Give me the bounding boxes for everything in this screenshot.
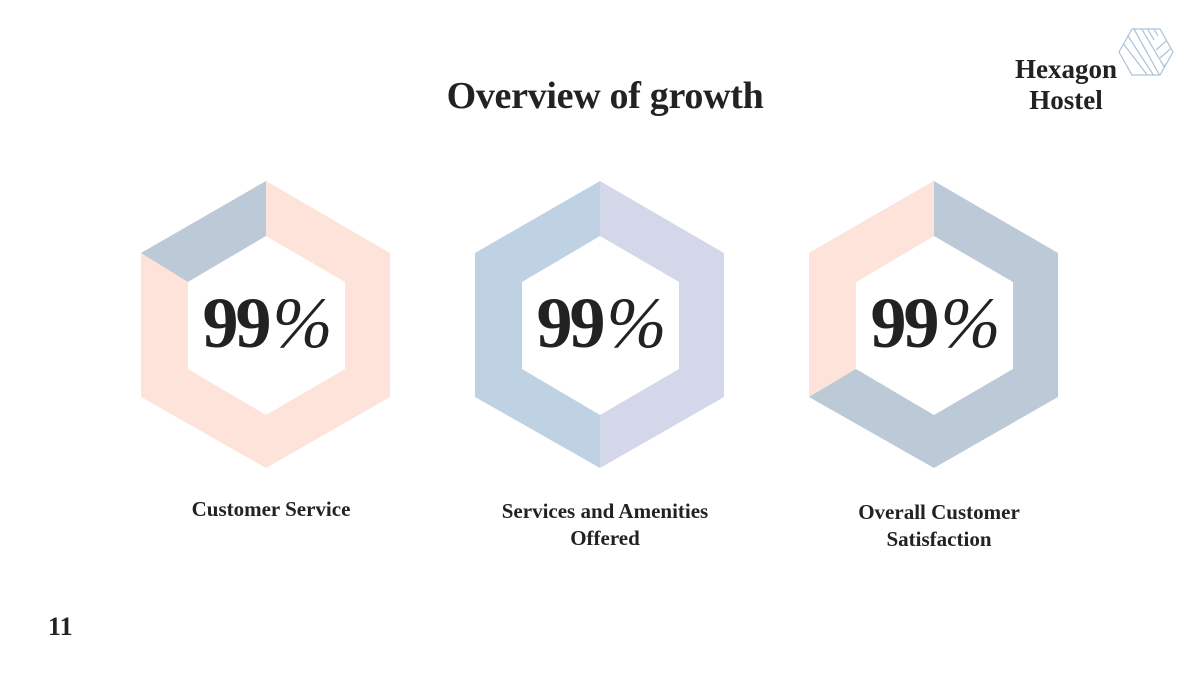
hexagon-services-amenities xyxy=(475,181,724,468)
metric-label-overall-satisfaction: Overall Customer Satisfaction xyxy=(858,500,1020,551)
brand-name: Hexagon Hostel xyxy=(996,54,1136,116)
brand-line-2: Hostel xyxy=(1029,85,1103,115)
metric-value-customer-service: 99% xyxy=(202,283,333,363)
brand-line-1: Hexagon xyxy=(1014,54,1117,84)
metric-label-customer-service: Customer Service xyxy=(191,497,351,521)
slide-title: Overview of growth xyxy=(446,75,764,117)
hexagon-customer-service xyxy=(141,181,390,468)
hexagon-overall-satisfaction xyxy=(809,181,1058,468)
metric-value-services-amenities: 99% xyxy=(536,283,667,363)
metric-label-services-amenities: Services and Amenities Offered xyxy=(501,499,709,550)
page-number: 11 xyxy=(48,612,73,641)
hexagon-stripes-icon xyxy=(1118,28,1174,76)
metric-value-overall-satisfaction: 99% xyxy=(870,283,1001,363)
